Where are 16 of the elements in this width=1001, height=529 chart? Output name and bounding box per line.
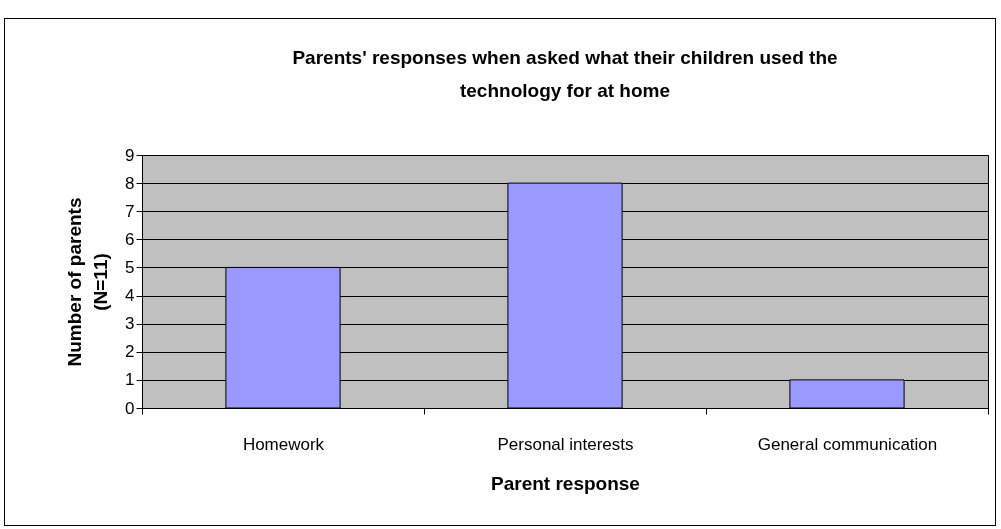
y-tick-label: 0 (125, 398, 135, 418)
x-tick-label: Homework (242, 434, 325, 454)
x-tick-label: General communication (757, 434, 938, 454)
y-tick-label: 7 (125, 201, 135, 221)
x-tick-label: Personal interests (497, 434, 634, 454)
chart-title: Parents' responses when asked what their children used the technology for at home (292, 47, 838, 101)
y-tick-label: 6 (125, 229, 135, 249)
y-tick-label: 3 (125, 314, 135, 334)
y-tick-label: 9 (125, 145, 135, 165)
y-tick-label: 1 (125, 370, 135, 390)
y-tick-label: 8 (125, 173, 135, 193)
x-axis-title: Parent response (491, 472, 640, 494)
y-tick-label: 4 (125, 286, 135, 306)
y-axis-title: Number of parents (N=11) (64, 197, 112, 367)
y-tick-label: 2 (125, 342, 135, 362)
y-tick-label: 5 (125, 257, 135, 277)
